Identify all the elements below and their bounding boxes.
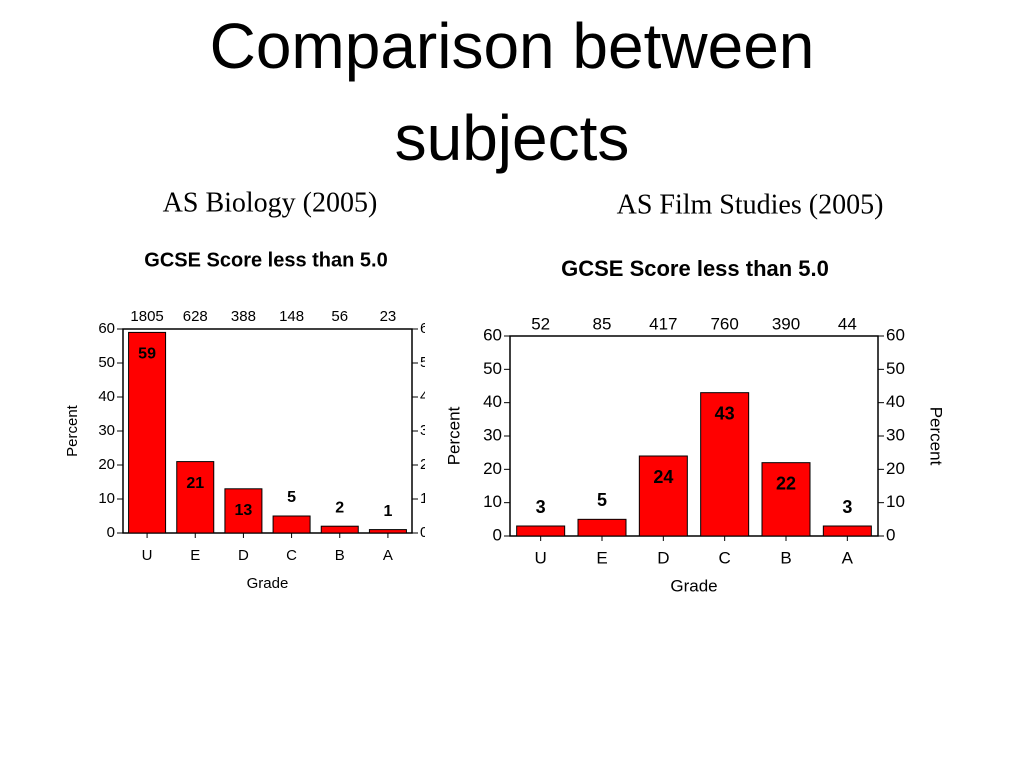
x-tick-label: C <box>719 548 731 567</box>
value-label: 43 <box>715 403 735 423</box>
chart-title: GCSE Score less than 5.0 <box>561 256 829 281</box>
y2-tick-label: 0 <box>886 525 895 544</box>
x-tick-label: U <box>535 548 547 567</box>
value-label: 3 <box>842 497 852 517</box>
count-label: 44 <box>838 314 857 333</box>
bar <box>320 525 359 534</box>
count-label: 23 <box>380 308 397 325</box>
x-tick-label: D <box>657 548 669 567</box>
x-tick-label: C <box>286 547 297 564</box>
y2-tick-label: 60 <box>886 325 905 344</box>
y2-tick-label: 40 <box>886 392 905 411</box>
y2-tick-label: 20 <box>886 459 905 478</box>
y-tick-label: 40 <box>98 388 115 405</box>
value-label: 21 <box>186 475 204 492</box>
y-tick-label: 40 <box>483 392 502 411</box>
chart: AS Film Studies (2005) GCSE Score less th… <box>444 189 945 595</box>
y2-tick-label: 30 <box>886 425 905 444</box>
y-tick-label: 20 <box>98 456 115 473</box>
value-label: 24 <box>653 467 673 487</box>
value-label: 2 <box>335 499 344 516</box>
right-axis: 0 10 20 30 40 50 60 <box>412 320 437 541</box>
y2-tick-label: 10 <box>886 492 905 511</box>
chart-caption: AS Film Studies (2005) <box>617 189 884 220</box>
x-axis-label: Grade <box>247 575 289 592</box>
x-tick-label: A <box>842 548 854 567</box>
bar <box>577 518 627 537</box>
y-tick-label: 10 <box>98 490 115 507</box>
bar <box>272 515 311 534</box>
count-label: 390 <box>772 314 800 333</box>
chart-caption: AS Biology (2005) <box>163 187 378 218</box>
x-tick-label: D <box>238 547 249 564</box>
x-tick-label: E <box>190 547 200 564</box>
chart: AS Biology (2005) GCSE Score less than 5.… <box>64 187 437 592</box>
x-axis-label: Grade <box>670 576 717 595</box>
x-tick-label: B <box>780 548 791 567</box>
bar <box>822 525 872 537</box>
count-label: 388 <box>231 308 256 325</box>
value-label: 5 <box>287 489 296 506</box>
y-tick-label: 0 <box>493 525 502 544</box>
count-label: 1805 <box>130 308 163 325</box>
y-tick-label: 60 <box>483 325 502 344</box>
slide-title: Comparison between subjects <box>209 10 815 174</box>
bar <box>224 488 263 534</box>
count-label: 417 <box>649 314 677 333</box>
bar <box>368 529 407 534</box>
y2-tick-label: 60 <box>420 320 437 337</box>
y2-axis-label: Percent <box>927 407 946 466</box>
y-tick-label: 60 <box>98 320 115 337</box>
y-tick-label: 50 <box>98 354 115 371</box>
chart-title: GCSE Score less than 5.0 <box>144 249 387 271</box>
y2-tick-label: 30 <box>420 422 437 439</box>
bar <box>516 525 566 537</box>
bar <box>638 455 688 537</box>
plot-frame <box>509 335 879 537</box>
value-label: 5 <box>597 490 607 510</box>
x-tick-label: B <box>335 547 345 564</box>
count-label: 148 <box>279 308 304 325</box>
y2-tick-label: 50 <box>886 359 905 378</box>
value-label: 22 <box>776 473 796 493</box>
count-label: 56 <box>331 308 348 325</box>
bar <box>761 462 811 537</box>
y2-tick-label: 10 <box>420 490 437 507</box>
value-label: 59 <box>138 346 156 363</box>
x-tick-label: A <box>383 547 393 564</box>
bar <box>128 331 167 534</box>
value-label: 3 <box>536 497 546 517</box>
y2-tick-label: 0 <box>420 524 428 541</box>
y-axis-label: Percent <box>444 406 463 465</box>
y-tick-label: 0 <box>107 524 115 541</box>
y-axis-label: Percent <box>64 404 81 457</box>
y2-tick-label: 40 <box>420 388 437 405</box>
count-label: 628 <box>183 308 208 325</box>
y-tick-label: 20 <box>483 459 502 478</box>
right-axis: 0 10 20 30 40 50 60 <box>878 325 905 544</box>
y2-tick-label: 20 <box>420 456 437 473</box>
count-label: 52 <box>531 314 550 333</box>
y-tick-label: 10 <box>483 492 502 511</box>
y-tick-label: 50 <box>483 359 502 378</box>
value-label: 13 <box>235 502 253 519</box>
bar <box>176 461 215 534</box>
bar <box>700 392 750 537</box>
count-label: 85 <box>593 314 612 333</box>
x-tick-label: U <box>142 547 153 564</box>
plot-frame <box>122 328 413 534</box>
x-tick-label: E <box>596 548 607 567</box>
y-tick-label: 30 <box>98 422 115 439</box>
value-label: 1 <box>383 503 392 520</box>
y-tick-label: 30 <box>483 425 502 444</box>
count-label: 760 <box>710 314 738 333</box>
y2-tick-label: 50 <box>420 354 437 371</box>
